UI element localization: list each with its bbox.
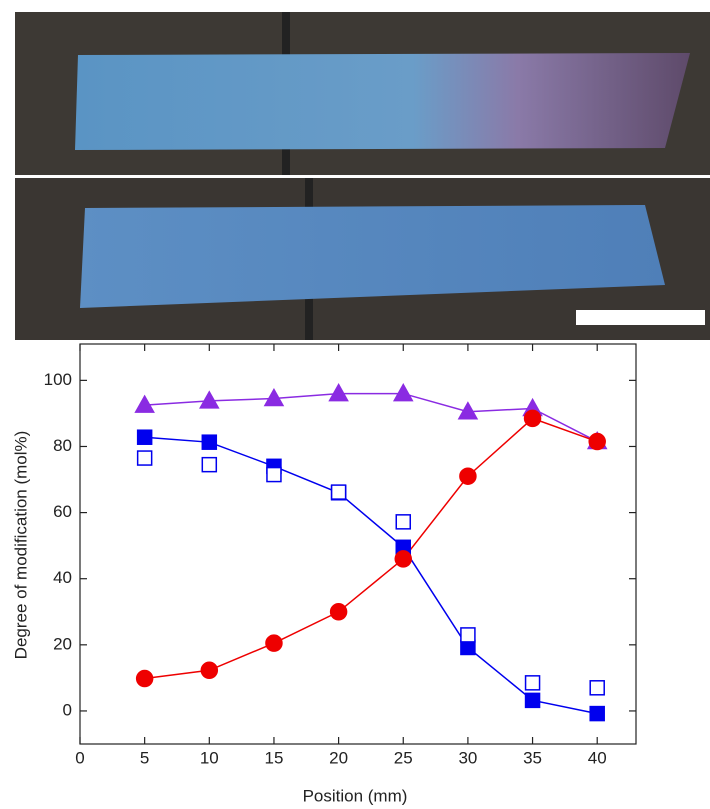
x-tick-label: 20 [329,748,348,767]
square-marker [138,430,152,444]
x-tick-label: 15 [264,748,283,767]
square-marker [267,468,281,482]
circle-marker [589,434,605,450]
photo-panel [15,12,710,340]
triangle-marker [394,385,412,401]
circle-marker [460,468,476,484]
circle-marker [525,410,541,426]
y-tick-label: 60 [53,502,72,521]
x-tick-label: 30 [458,748,477,767]
triangle-marker [200,392,218,408]
square-marker [461,628,475,642]
square-marker [138,451,152,465]
square-marker [590,707,604,721]
y-tick-label: 80 [53,436,72,455]
square-marker [590,681,604,695]
circle-marker [266,635,282,651]
square-marker [332,485,346,499]
x-axis-label: Position (mm) [303,786,408,805]
film-strip-gradient [75,53,690,150]
x-tick-label: 5 [140,748,149,767]
circle-marker [201,662,217,678]
y-tick-label: 100 [44,370,72,389]
x-tick-label: 0 [75,748,84,767]
scale-bar [576,310,705,325]
square-marker [202,458,216,472]
square-marker [526,693,540,707]
y-axis-label: Degree of modification (mol%) [11,431,30,660]
y-tick-label: 40 [53,568,72,587]
square-marker [202,435,216,449]
figure: Position (mm) Degree of modification (mo… [0,0,710,809]
circle-marker [137,671,153,687]
triangle-marker [330,385,348,401]
x-tick-label: 10 [200,748,219,767]
x-tick-label: 35 [523,748,542,767]
x-tick-label: 25 [394,748,413,767]
square-marker [396,515,410,529]
x-tick-label: 40 [588,748,607,767]
square-marker [526,676,540,690]
circle-marker [331,604,347,620]
page: {"chart_data": {"type": "line", "x_label… [0,0,710,809]
y-tick-label: 20 [53,634,72,653]
circle-marker [395,551,411,567]
y-tick-label: 0 [63,700,72,719]
